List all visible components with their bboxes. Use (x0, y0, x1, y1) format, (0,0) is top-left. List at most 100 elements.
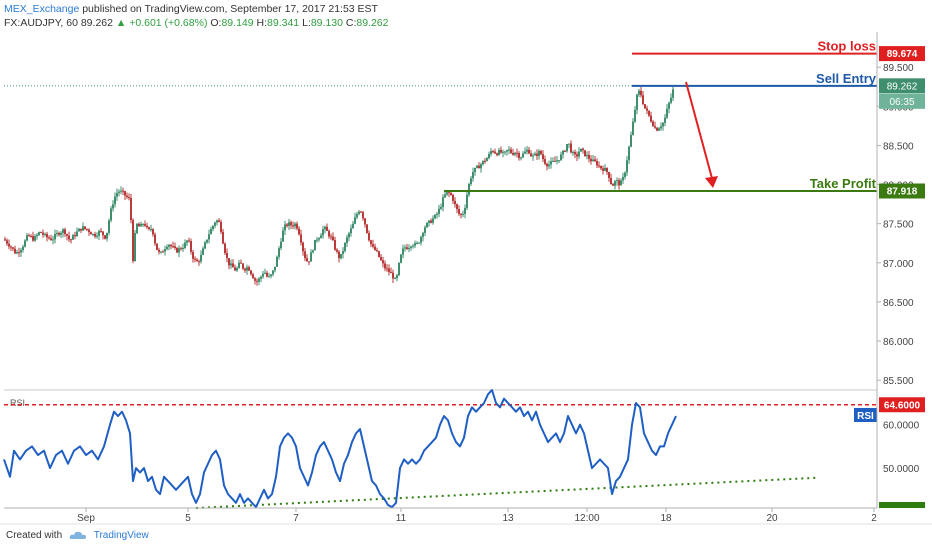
candle-body (20, 249, 22, 253)
candle-body (160, 251, 162, 253)
candle-body (172, 246, 174, 248)
candle-body (176, 248, 178, 253)
candle-body (220, 221, 222, 232)
symbol-line: FX:AUDJPY, 60 89.262 ▲ +0.601 (+0.68%) O… (4, 17, 389, 29)
candle-body (46, 233, 48, 238)
candle-body (554, 160, 556, 162)
candle-body (280, 241, 282, 249)
candle-body (620, 180, 622, 186)
candle-body (432, 218, 434, 223)
candle-body (222, 231, 224, 244)
candle-body (72, 235, 74, 240)
time-tick-label: 18 (660, 513, 672, 524)
candle-body (530, 153, 532, 157)
time-tick-label: 12:00 (574, 513, 599, 524)
candle-body (464, 207, 466, 214)
candle-body (192, 251, 194, 259)
candle-body (100, 231, 102, 233)
candle-body (650, 115, 652, 122)
candle-body (128, 197, 130, 199)
candle-body (552, 160, 554, 162)
candle-body (414, 243, 416, 246)
candle-body (412, 245, 414, 247)
candle-body (186, 240, 188, 243)
candle-body (614, 181, 616, 186)
candle-body (38, 232, 40, 235)
candle-body (98, 231, 100, 236)
candle-body (302, 242, 304, 252)
candle-body (496, 153, 498, 156)
candle-body (202, 248, 204, 255)
down-arrow-shaft (685, 81, 714, 183)
candle-body (358, 211, 360, 215)
candle-body (56, 232, 58, 235)
publisher-link[interactable]: MEX_Exchange (4, 3, 80, 15)
candle-body (28, 235, 30, 237)
candle-body (458, 209, 460, 214)
price-tick-label: 86.000 (883, 337, 914, 348)
candle-body (234, 267, 236, 271)
take-profit-price-label: 87.918 (887, 186, 918, 197)
time-tick-label: 13 (502, 513, 514, 524)
candle-body (88, 229, 90, 233)
candle-body (350, 228, 352, 234)
candle-body (142, 224, 144, 226)
candle-body (472, 171, 474, 179)
rsi-pane-title: RSI (10, 398, 25, 408)
candle-body (404, 247, 406, 249)
candle-body (484, 160, 486, 162)
candle-body (334, 240, 336, 250)
candle-body (668, 102, 670, 109)
candle-body (468, 183, 470, 195)
candle-body (310, 252, 312, 262)
candle-body (260, 276, 262, 279)
candle-body (430, 220, 432, 223)
candle-body (8, 243, 10, 247)
candle-body (198, 261, 200, 263)
candle-body (278, 248, 280, 257)
candle-body (270, 274, 272, 277)
candle-body (58, 232, 60, 235)
candle-body (290, 222, 292, 226)
rsi-tick-label: 60.0000 (883, 421, 920, 432)
candle-body (610, 178, 612, 185)
candle-body (124, 191, 126, 196)
publish-line: MEX_Exchange published on TradingView.co… (4, 3, 378, 15)
price-tick-label: 88.500 (883, 141, 914, 152)
price-axis-ticks: 89.50089.00088.50088.00087.50087.00086.5… (877, 63, 914, 387)
candle-body (216, 220, 218, 223)
candle-body (570, 143, 572, 153)
candle-body (322, 229, 324, 236)
tradingview-brand-link[interactable]: TradingView (93, 530, 149, 541)
candle-body (126, 195, 128, 198)
candle-body (70, 239, 72, 241)
candle-body (510, 149, 512, 154)
candle-body (152, 228, 154, 235)
candle-body (588, 154, 590, 159)
candle-body (76, 231, 78, 237)
candle-body (448, 192, 450, 194)
candle-body (550, 161, 552, 165)
rsi-level-tag (879, 397, 925, 413)
candle-body (664, 117, 666, 123)
candle-body (10, 246, 12, 248)
candle-body (392, 272, 394, 279)
candle-body (92, 233, 94, 235)
candle-body (148, 227, 150, 229)
candle-body (514, 152, 516, 155)
candle-body (398, 262, 400, 276)
candle-body (470, 178, 472, 184)
candle-body (24, 240, 26, 247)
candle-body (606, 167, 608, 173)
rsi-trendline (195, 476, 820, 509)
candle-body (342, 250, 344, 254)
candle-body (54, 234, 56, 240)
candle-body (542, 154, 544, 160)
candle-body (200, 254, 202, 262)
candle-body (406, 247, 408, 250)
candle-body (266, 272, 268, 277)
candle-body (538, 150, 540, 156)
candle-body (522, 153, 524, 158)
rsi-pane: RSI RSI (3, 389, 877, 509)
price-tick-label: 89.500 (883, 63, 914, 74)
